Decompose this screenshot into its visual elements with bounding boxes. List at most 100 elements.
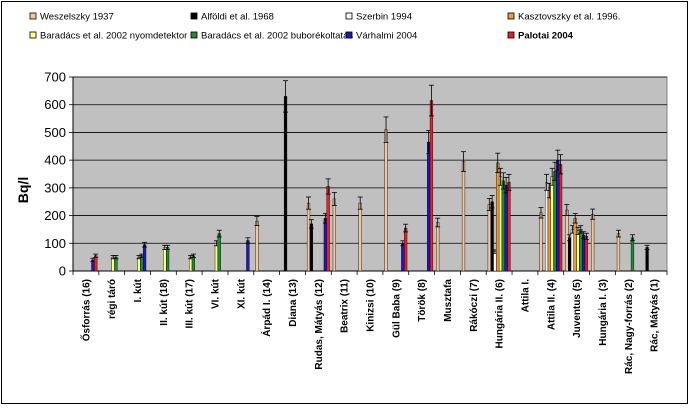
y-tick-label: 500: [44, 125, 66, 140]
bar: [384, 129, 388, 272]
x-tick-label: Attila II. (4): [546, 279, 557, 330]
error-bar: [254, 216, 260, 227]
legend-label: Baradács et al. 2002 buborékoltatás: [201, 31, 353, 42]
bar: [401, 243, 405, 272]
error-bar: [564, 204, 570, 216]
bar: [217, 233, 221, 272]
legend-label: Baradács et al. 2002 nyomdetektor: [40, 31, 187, 42]
bar: [556, 159, 560, 272]
error-bar: [578, 225, 584, 234]
legend-label: Weszelszky 1937: [40, 12, 114, 23]
bar: [539, 212, 543, 272]
y-tick-label: 400: [44, 153, 66, 168]
bar: [547, 190, 551, 272]
error-bar: [615, 229, 621, 238]
x-tick-label: Juventus (5): [572, 279, 583, 338]
bar: [436, 222, 440, 272]
bar: [501, 180, 505, 272]
x-tick-label: Rác, Mátyás (1): [650, 279, 661, 352]
x-tick-label: XI. kút: [236, 278, 247, 309]
bar: [553, 171, 557, 272]
legend-item: Várhalmi 2004: [345, 31, 417, 42]
legend-swatch: [29, 12, 37, 20]
error-bar: [428, 84, 434, 117]
legend-label: Szerbin 1994: [356, 12, 412, 23]
error-bar: [506, 173, 512, 191]
error-bar: [165, 244, 171, 250]
legend-swatch: [507, 31, 515, 39]
bar: [573, 218, 577, 272]
bar: [246, 240, 250, 272]
x-tick-label: Rudas, Mátyás (12): [314, 279, 325, 370]
bar: [255, 220, 259, 272]
legend-item: Weszelszky 1937: [29, 12, 114, 23]
error-bar: [283, 80, 289, 113]
legend-swatch: [190, 31, 198, 39]
legend-label: Alföldi et al. 1968: [201, 12, 274, 23]
bars: [72, 80, 668, 275]
bar: [498, 176, 503, 272]
x-tick-label: Rác, Nagy-forrás (2): [624, 279, 635, 374]
bar: [550, 176, 554, 272]
legend-swatch: [345, 31, 353, 39]
error-bar: [644, 244, 650, 250]
x-tick-label: I. kút: [133, 278, 144, 302]
bar: [591, 213, 595, 272]
y-tick-label: 300: [44, 180, 66, 195]
x-tick-label: Kinizsi (10): [366, 279, 377, 332]
bar: [504, 184, 508, 272]
error-bar: [113, 255, 119, 260]
y-tick-label: 700: [44, 70, 66, 85]
x-tick-label: II. kút (18): [159, 279, 170, 326]
bar: [189, 256, 193, 272]
bar: [142, 244, 147, 272]
bar: [214, 243, 219, 272]
x-axis-labels: Ősforrás (16) régi táró I. kút II. kút (18)…: [79, 278, 660, 374]
x-tick-label: Beatrix (11): [340, 279, 351, 333]
y-tick-label: 0: [59, 264, 66, 279]
error-bar: [190, 253, 196, 258]
x-tick-label: régi táró: [107, 279, 118, 319]
bar: [332, 198, 336, 272]
bar: [616, 233, 621, 272]
error-bar: [572, 213, 578, 224]
bar: [570, 229, 575, 272]
error-bar: [308, 219, 314, 229]
legend-swatch: [29, 31, 37, 39]
bar: [163, 247, 167, 272]
bar: [576, 230, 580, 272]
legend-swatch: [190, 12, 198, 20]
error-bar: [489, 195, 495, 209]
bar: [630, 237, 635, 272]
legend-label: Várhalmi 2004: [356, 31, 417, 42]
bar: [94, 255, 98, 272]
y-tick-label: 100: [44, 236, 66, 251]
legend-item: Szerbin 1994: [345, 12, 412, 23]
error-bar: [216, 229, 222, 238]
error-bar: [583, 232, 589, 240]
bar: [496, 162, 500, 272]
bar: [137, 256, 141, 272]
error-bar: [435, 217, 441, 228]
error-bar: [245, 237, 251, 244]
x-tick-label: Musztafa: [443, 279, 454, 322]
legend-label: Palotai 2004: [518, 31, 574, 42]
bar: [404, 227, 408, 272]
bar: [358, 202, 362, 272]
bar: [114, 256, 118, 272]
x-tick-label: VI. kút: [211, 278, 222, 309]
error-bar: [538, 207, 544, 219]
error-bar: [306, 196, 312, 210]
bar: [323, 218, 327, 272]
error-bar: [461, 151, 467, 172]
bar: [507, 182, 511, 272]
bar: [487, 204, 491, 272]
bar: [326, 186, 330, 272]
error-bar: [383, 116, 389, 143]
bar: [111, 256, 115, 272]
bar: [490, 201, 494, 272]
legend-label: Kasztovszky et al. 1996.: [518, 12, 620, 23]
error-bar: [357, 196, 363, 210]
